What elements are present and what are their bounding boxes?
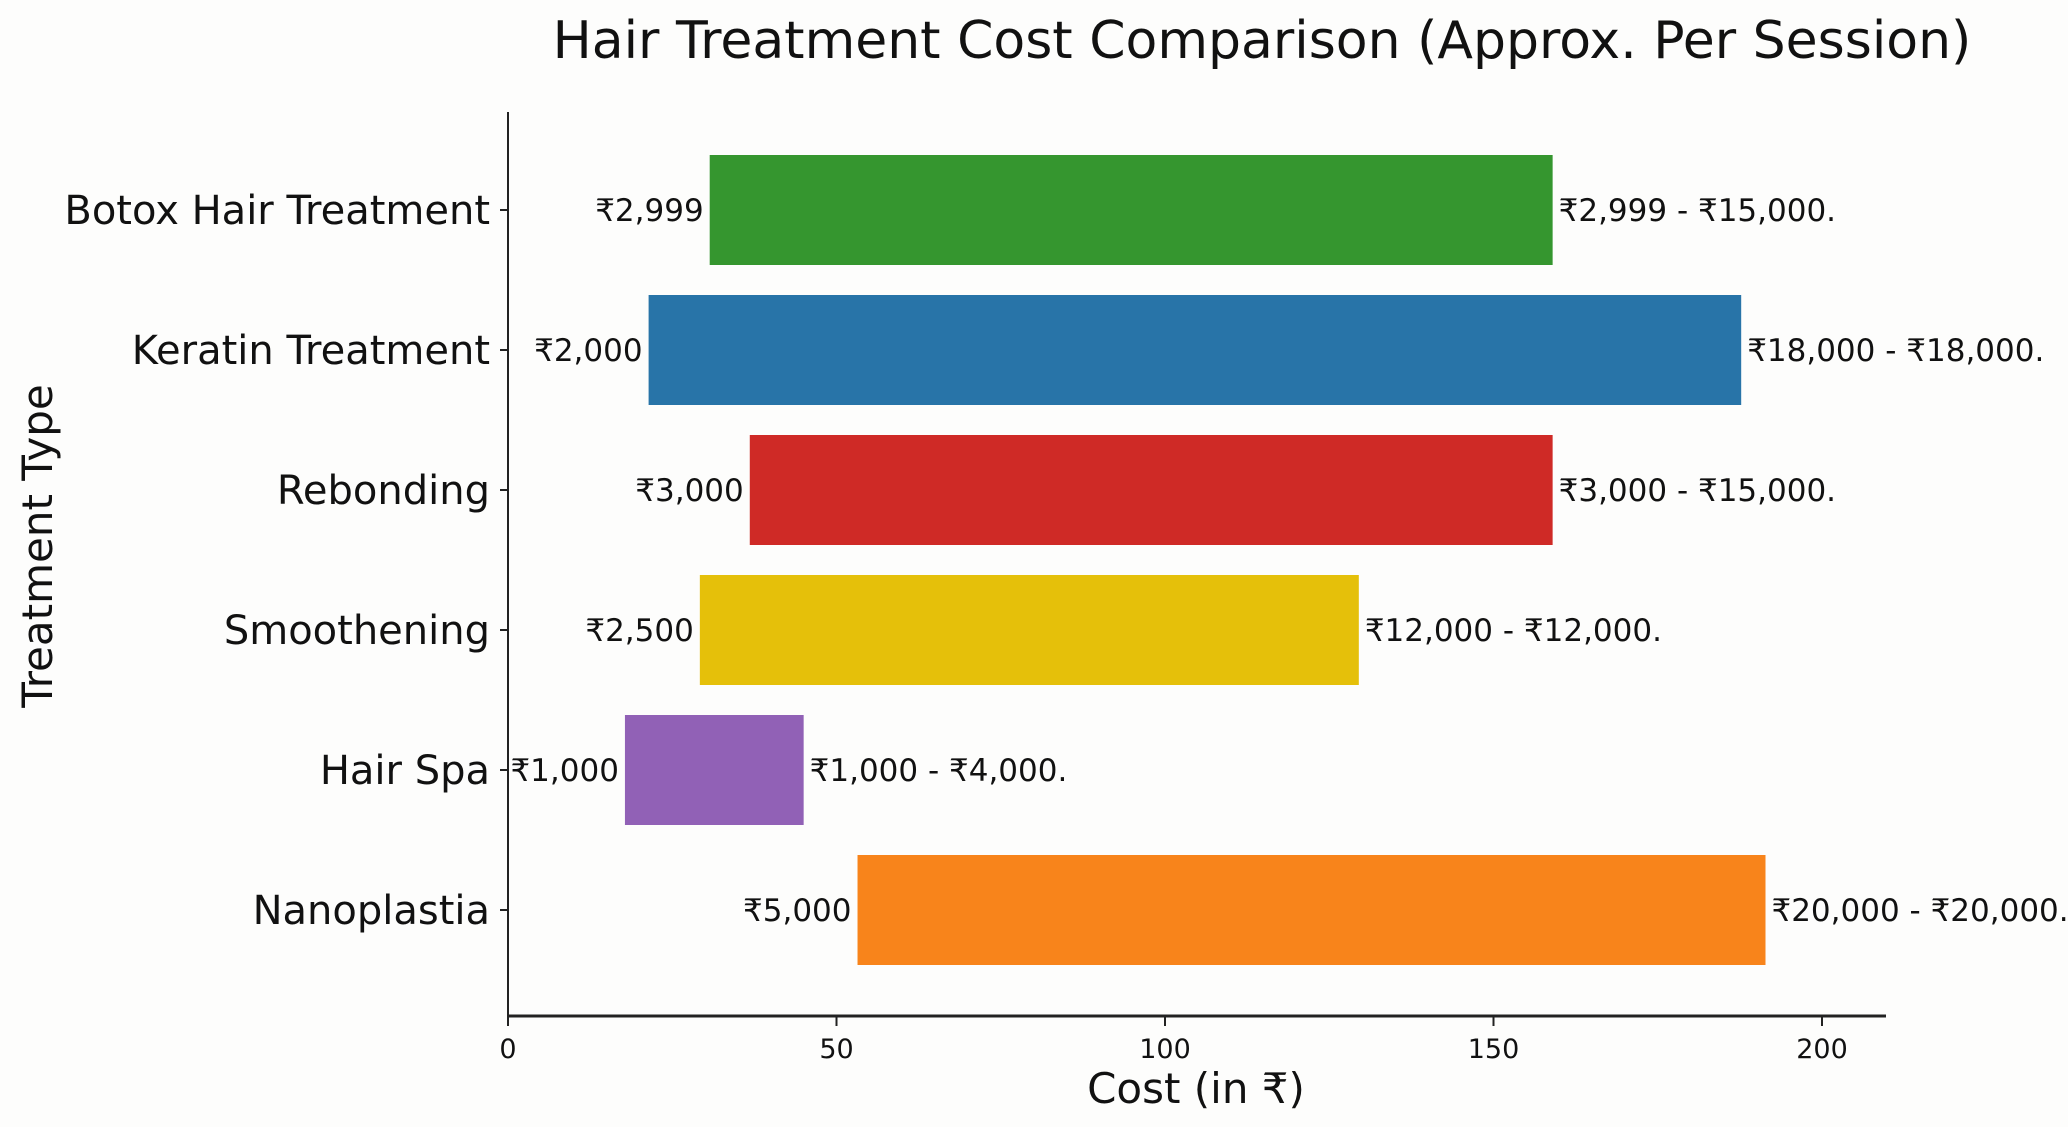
bar-end-label: ₹3,000 - ₹15,000. xyxy=(1559,473,1836,509)
y-axis-label: Treatment Type xyxy=(13,384,62,709)
bar-start-label: ₹5,000 xyxy=(743,893,851,929)
bar xyxy=(857,855,1766,965)
bar-start-label: ₹2,000 xyxy=(534,333,642,369)
bar-end-label: ₹18,000 - ₹18,000. xyxy=(1747,333,2044,369)
bar xyxy=(648,295,1742,405)
category-label: Nanoplastia xyxy=(253,888,490,934)
bar xyxy=(699,575,1359,685)
x-tick-label: 0 xyxy=(499,1034,516,1065)
bar-start-label: ₹3,000 xyxy=(635,473,743,509)
x-tick-label: 100 xyxy=(1139,1034,1191,1065)
bar-start-label: ₹1,000 xyxy=(510,753,618,789)
bar-start-label: ₹2,500 xyxy=(585,613,693,649)
category-label: Keratin Treatment xyxy=(132,328,490,374)
x-tick-label: 200 xyxy=(1796,1034,1848,1065)
chart-title: Hair Treatment Cost Comparison (Approx. … xyxy=(553,11,1972,71)
plot-area: 0 50 100 150 200 Botox Hair Treatment ₹2,999 ₹2… xyxy=(64,112,2068,1065)
category-label: Rebonding xyxy=(277,468,490,514)
category-label: Smoothening xyxy=(224,608,490,654)
category-label: Botox Hair Treatment xyxy=(64,188,490,234)
bar xyxy=(624,715,804,825)
bar xyxy=(749,435,1553,545)
category-label: Hair Spa xyxy=(320,748,490,794)
bar-start-label: ₹2,999 xyxy=(595,193,703,229)
x-axis-label: Cost (in ₹) xyxy=(1087,1064,1305,1113)
bar-end-label: ₹1,000 - ₹4,000. xyxy=(810,753,1068,789)
bar xyxy=(709,155,1553,265)
x-tick-label: 150 xyxy=(1468,1034,1520,1065)
bar-end-label: ₹20,000 - ₹20,000. xyxy=(1771,893,2068,929)
x-tick-label: 50 xyxy=(819,1034,853,1065)
bar-end-label: ₹12,000 - ₹12,000. xyxy=(1365,613,1662,649)
bar-end-label: ₹2,999 - ₹15,000. xyxy=(1559,193,1836,229)
